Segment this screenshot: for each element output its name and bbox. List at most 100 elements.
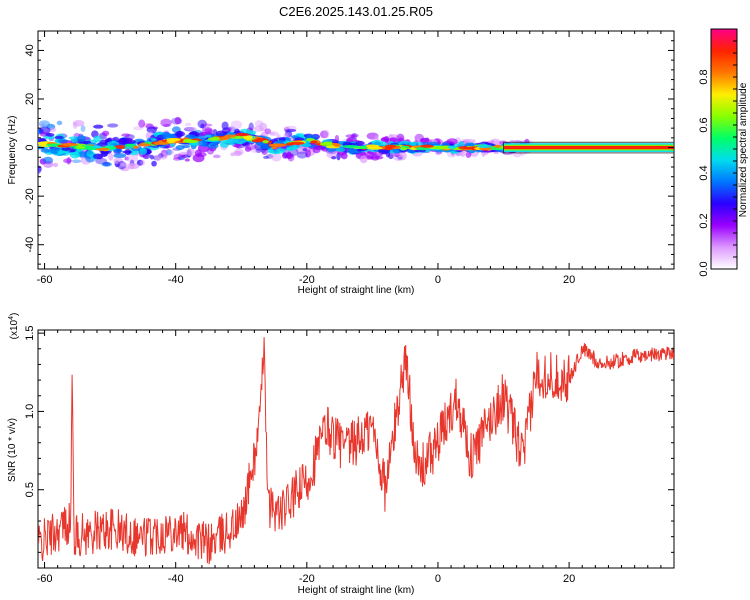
heatmap-noise-cell [221, 121, 229, 131]
heatmap-band-cell [104, 138, 111, 143]
heatmap-core-cell [400, 147, 408, 151]
heatmap-noise-cell [56, 120, 63, 126]
heatmap-noise-cell [184, 122, 192, 127]
heatmap-noise-cell [165, 149, 174, 156]
heatmap-noise-cell [121, 133, 131, 137]
heatmap-core-cell [262, 140, 269, 144]
heatmap-noise-cell [163, 123, 171, 127]
heatmap-noise-cell [302, 147, 308, 152]
heatmap-noise-cell [66, 157, 72, 165]
x-tick-label: 0 [435, 573, 441, 585]
heatmap-core-cell [92, 145, 102, 149]
heatmap-core-cell [182, 139, 199, 144]
heatmap-band-cell [175, 145, 185, 150]
heatmap-band-cell [307, 134, 317, 139]
spectrogram-panel: -60 -40 -20 0 20 -40 -20 0 20 40 Height of strai… [7, 30, 675, 296]
heatmap-noise-cell [42, 156, 54, 165]
heatmap-band-cell [150, 137, 157, 142]
heatmap-noise-cell [331, 156, 337, 160]
y-tick-label: 1.0 [24, 404, 36, 419]
heatmap-noise-cell [173, 153, 184, 160]
heatmap-band-cell [267, 148, 275, 154]
heatmap-noise-cell [80, 125, 86, 133]
heatmap-noise-cell [160, 118, 172, 128]
heatmap-core-cell [138, 143, 152, 147]
heatmap-core-cell [61, 143, 79, 147]
colorbar-label: Normalized spectral amplitude [738, 82, 749, 217]
x-tick-label: 0 [435, 274, 441, 286]
heatmap-band-cell [199, 138, 206, 142]
y-tick-label: -40 [24, 237, 36, 253]
heatmap-noise-cell [420, 137, 430, 144]
heatmap-line-edge [503, 141, 674, 154]
x-tick-label: -60 [37, 274, 53, 286]
heatmap-band-cell [69, 152, 81, 159]
heatmap-band-cell [77, 151, 88, 158]
heatmap-band-cell [240, 128, 251, 133]
heatmap-band-cell [219, 141, 230, 148]
heatmap-noise-cell [172, 157, 182, 161]
heatmap-core-cell [323, 141, 333, 145]
colorbar-tick-label: 0.0 [698, 261, 710, 276]
heatmap-band-cell [100, 150, 109, 157]
heatmap-noise-cell [201, 123, 213, 127]
heatmap-core-cell [430, 146, 446, 150]
heatmap-core-cell [415, 147, 430, 151]
y-tick-label: 0 [24, 145, 36, 151]
heatmap-noise-cell [200, 123, 205, 129]
y-tick-label: 0.5 [24, 482, 36, 497]
y-tick-label: 20 [24, 93, 36, 105]
heatmap-noise-cell [350, 134, 355, 139]
heatmap-noise-cell [380, 136, 389, 143]
figure-title: C2E6.2025.143.01.25.R05 [279, 4, 433, 19]
heatmap-band-cell [313, 145, 326, 151]
heatmap-band-cell [113, 149, 123, 153]
x-tick-label: -20 [299, 274, 315, 286]
heatmap-band-cell [40, 148, 51, 153]
heatmap-noise-cell [38, 165, 42, 174]
spectrogram-heatmap [38, 116, 674, 174]
x-tick-label: -40 [168, 274, 184, 286]
heatmap-band-cell [45, 132, 55, 137]
heatmap-band-cell [113, 153, 127, 159]
heatmap-core-cell [342, 145, 358, 149]
heatmap-noise-cell [165, 148, 172, 156]
snr-y-scale-factor: (x104) [8, 313, 20, 340]
heatmap-noise-cell [126, 153, 139, 163]
colorbar-tick-label: 0.4 [698, 165, 710, 180]
heatmap-core-cell [154, 141, 169, 145]
heatmap-band-cell [215, 130, 227, 137]
heatmap-noise-cell [351, 133, 359, 138]
heatmap-noise-cell [149, 154, 154, 160]
x-tick-label: 20 [563, 573, 575, 585]
heatmap-band-cell [122, 150, 133, 154]
heatmap-noise-cell [389, 137, 398, 143]
colorbar: 0.0 0.2 0.4 0.6 0.8 Normalized spectral ampl… [698, 28, 749, 277]
heatmap-noise-cell [235, 143, 242, 149]
heatmap-noise-cell [102, 130, 110, 137]
heatmap-band-cell [197, 139, 208, 147]
heatmap-core-cell [125, 143, 136, 147]
heatmap-noise-cell [71, 159, 82, 164]
x-tick-label: -40 [168, 573, 184, 585]
heatmap-band-cell [225, 138, 236, 144]
colorbar-ticks [733, 28, 737, 270]
snr-ticks [38, 330, 675, 569]
heatmap-noise-cell [72, 121, 78, 129]
heatmap-noise-cell [52, 162, 59, 168]
heatmap-noise-cell [154, 155, 162, 162]
spectrogram-y-axis-label: Frequency (Hz) [7, 116, 18, 185]
heatmap-core-cell [476, 144, 493, 148]
snr-panel: -60 -40 -20 0 20 0.5 1.0 1.5 Height of straigh… [7, 313, 675, 596]
heatmap-band-cell [302, 143, 312, 148]
heatmap-band-cell [86, 149, 94, 157]
x-tick-label: 20 [563, 274, 575, 286]
heatmap-noise-cell [174, 116, 182, 125]
heatmap-band-cell [355, 140, 365, 146]
heatmap-noise-cell [151, 160, 157, 167]
heatmap-noise-cell [268, 131, 276, 136]
snr-y-tick-labels: 0.5 1.0 1.5 [24, 325, 36, 497]
heatmap-noise-cell [320, 130, 329, 139]
heatmap-noise-cell [129, 163, 140, 170]
